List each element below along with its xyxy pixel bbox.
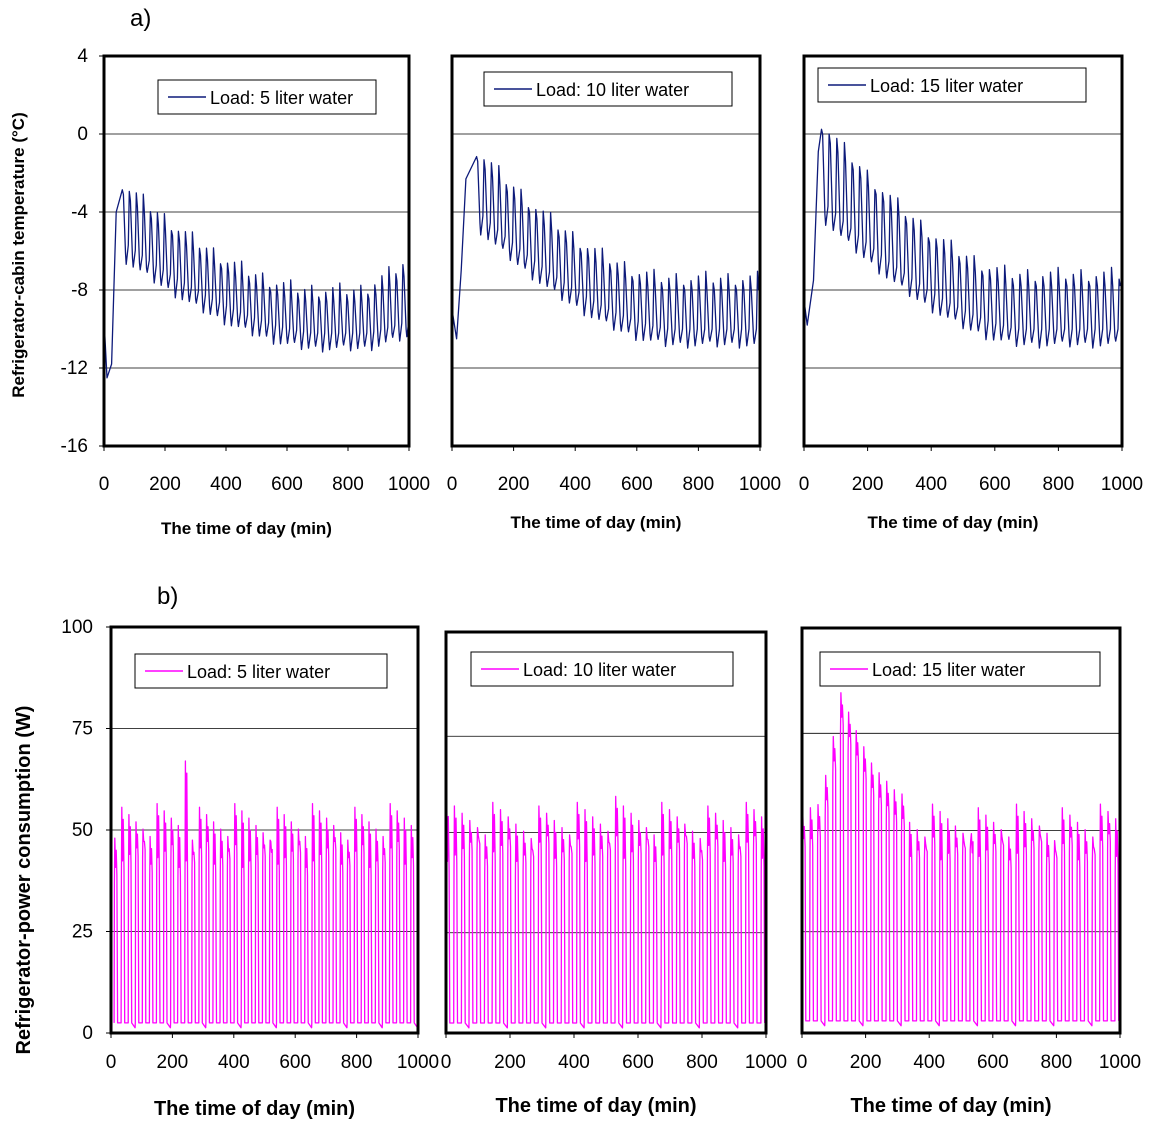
x-tick-label-a3-1: 200 <box>852 474 884 495</box>
chart-panel-a3: 0 200 400 600 800 1000 The time of day (min) Lo… <box>799 54 1143 532</box>
x-tick-label-b1-1: 200 <box>157 1052 189 1073</box>
series-line-b1 <box>113 760 419 1029</box>
x-tick-label-a1-4: 800 <box>332 474 364 495</box>
x-tick-label-a2-1: 200 <box>498 474 530 495</box>
y-tick-label-a1-4: -12 <box>61 358 88 379</box>
x-tick-label-a1-3: 600 <box>271 474 303 495</box>
x-tick-label-b2-4: 800 <box>686 1052 718 1073</box>
plot-frame-b3 <box>800 626 1122 1035</box>
y-axis-title-a: Refrigerator-cabin temperature (°C) <box>9 112 28 397</box>
legend-a1: Load: 5 liter water <box>157 79 377 115</box>
x-tick-label-b3-1: 200 <box>850 1052 882 1073</box>
y-axis-title-b: Refrigerator-power consumption (W) <box>13 706 35 1055</box>
x-tick-label-b3-2: 400 <box>913 1052 945 1073</box>
x-axis-title-b1: The time of day (min) <box>154 1098 355 1120</box>
y-tick-label-b1-1: 75 <box>72 719 93 740</box>
x-tick-label-a1-2: 400 <box>210 474 242 495</box>
x-tick-label-a1-0: 0 <box>99 474 110 495</box>
x-axis-title-b2: The time of day (min) <box>495 1095 696 1117</box>
legend-b3: Load: 15 liter water <box>819 651 1101 687</box>
y-tick-label-b1-2: 50 <box>72 820 93 841</box>
x-tick-label-a3-5: 1000 <box>1101 474 1143 495</box>
y-tick-label-b1-0: 100 <box>61 617 93 638</box>
x-axis-title-a1: The time of day (min) <box>161 519 332 538</box>
chart-panel-b1: 100 75 50 25 00 200 400 600 800 1000 The time of d… <box>61 617 439 1120</box>
legend-label-b2: Load: 10 liter water <box>523 660 676 680</box>
x-tick-label-a1-1: 200 <box>149 474 181 495</box>
x-tick-label-a2-5: 1000 <box>739 474 781 495</box>
y-tick-label-a1-2: -4 <box>71 202 88 223</box>
y-tick-label-a1-0: 4 <box>77 46 88 67</box>
legend-label-b3: Load: 15 liter water <box>872 660 1025 680</box>
chart-panel-a2: 0 200 400 600 800 1000 The time of day (min) Lo… <box>447 54 781 532</box>
y-tick-label-b1-3: 25 <box>72 922 93 943</box>
x-tick-label-b1-0: 0 <box>106 1052 117 1073</box>
y-tick-label-b1-4: 0 <box>82 1023 93 1044</box>
x-axis-title-a2: The time of day (min) <box>511 513 682 532</box>
x-axis-title-b3: The time of day (min) <box>850 1095 1051 1117</box>
x-tick-label-a3-3: 600 <box>979 474 1011 495</box>
legend-a3: Load: 15 liter water <box>817 67 1087 103</box>
y-tick-label-a1-5: -16 <box>61 436 88 457</box>
y-tick-label-a1-3: -8 <box>71 280 88 301</box>
chart-panel-b2: 0 200 400 600 800 1000 The time of day (min) Lo… <box>441 630 787 1117</box>
x-tick-label-b1-5: 1000 <box>397 1052 439 1073</box>
x-tick-label-b2-2: 400 <box>558 1052 590 1073</box>
legend-b2: Load: 10 liter water <box>470 651 734 687</box>
x-tick-label-a3-2: 400 <box>915 474 947 495</box>
panel-label-b: b) <box>157 583 178 610</box>
series-line-b2 <box>445 795 766 1029</box>
x-tick-label-a3-0: 0 <box>799 474 810 495</box>
legend-label-a3: Load: 15 liter water <box>870 76 1023 96</box>
x-tick-label-b1-4: 800 <box>341 1052 373 1073</box>
x-tick-label-b3-4: 800 <box>1041 1052 1073 1073</box>
x-tick-label-b2-5: 1000 <box>745 1052 787 1073</box>
x-axis-title-a3: The time of day (min) <box>868 513 1039 532</box>
x-tick-label-b1-3: 600 <box>279 1052 311 1073</box>
x-tick-label-b1-2: 400 <box>218 1052 250 1073</box>
legend-a2: Load: 10 liter water <box>483 71 733 107</box>
series-line-a1 <box>103 189 410 379</box>
series-line-a2 <box>451 155 760 349</box>
series-line-b3 <box>801 692 1120 1027</box>
x-tick-label-a1-5: 1000 <box>388 474 430 495</box>
plot-frame-a3 <box>802 54 1124 448</box>
legend-label-a1: Load: 5 liter water <box>210 88 353 108</box>
x-tick-label-a3-4: 800 <box>1043 474 1075 495</box>
x-tick-label-b2-3: 600 <box>622 1052 654 1073</box>
x-tick-label-a2-0: 0 <box>447 474 458 495</box>
plot-frame-b2 <box>444 630 768 1035</box>
plot-frame-a1 <box>102 54 411 448</box>
x-tick-label-a2-3: 600 <box>621 474 653 495</box>
chart-panel-b3: 0 200 400 600 800 1000 The time of day (min) Lo… <box>797 626 1141 1117</box>
legend-label-a2: Load: 10 liter water <box>536 80 689 100</box>
panel-label-a: a) <box>130 5 151 32</box>
chart-panel-a1: 4 0 -4 -8 -12 -16 0 200 400 600 800 1000 The time of… <box>61 46 431 538</box>
x-tick-label-a2-2: 400 <box>559 474 591 495</box>
series-line-a3 <box>803 128 1121 349</box>
x-tick-label-b3-3: 600 <box>977 1052 1009 1073</box>
legend-b1: Load: 5 liter water <box>134 653 388 689</box>
x-tick-label-a2-4: 800 <box>683 474 715 495</box>
legend-label-b1: Load: 5 liter water <box>187 662 330 682</box>
x-tick-label-b2-1: 200 <box>494 1052 526 1073</box>
plot-frame-a2 <box>450 54 762 448</box>
x-tick-label-b2-0: 0 <box>441 1052 452 1073</box>
x-tick-label-b3-5: 1000 <box>1099 1052 1141 1073</box>
x-tick-label-b3-0: 0 <box>797 1052 808 1073</box>
y-tick-label-a1-1: 0 <box>77 124 88 145</box>
